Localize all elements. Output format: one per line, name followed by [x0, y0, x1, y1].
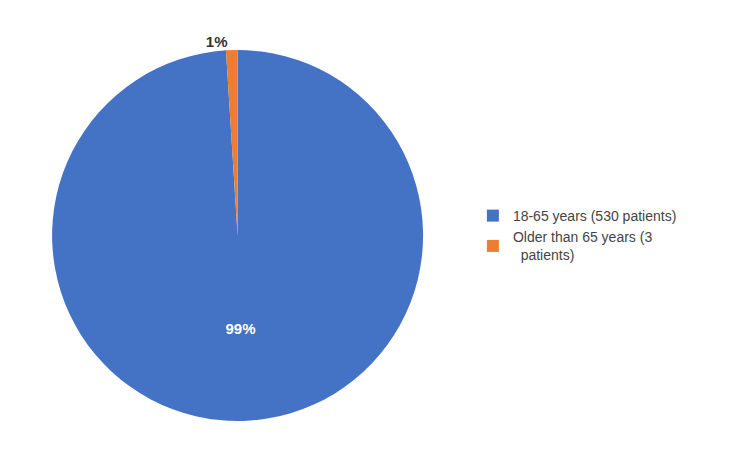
svg-text:18-65 years (530 patients): 18-65 years (530 patients) [513, 208, 676, 224]
svg-text:1%: 1% [206, 33, 228, 50]
svg-text:Older than 65 years (3 patien: Older than 65 years (3 patients) [513, 229, 653, 263]
svg-text:99%: 99% [225, 320, 255, 337]
